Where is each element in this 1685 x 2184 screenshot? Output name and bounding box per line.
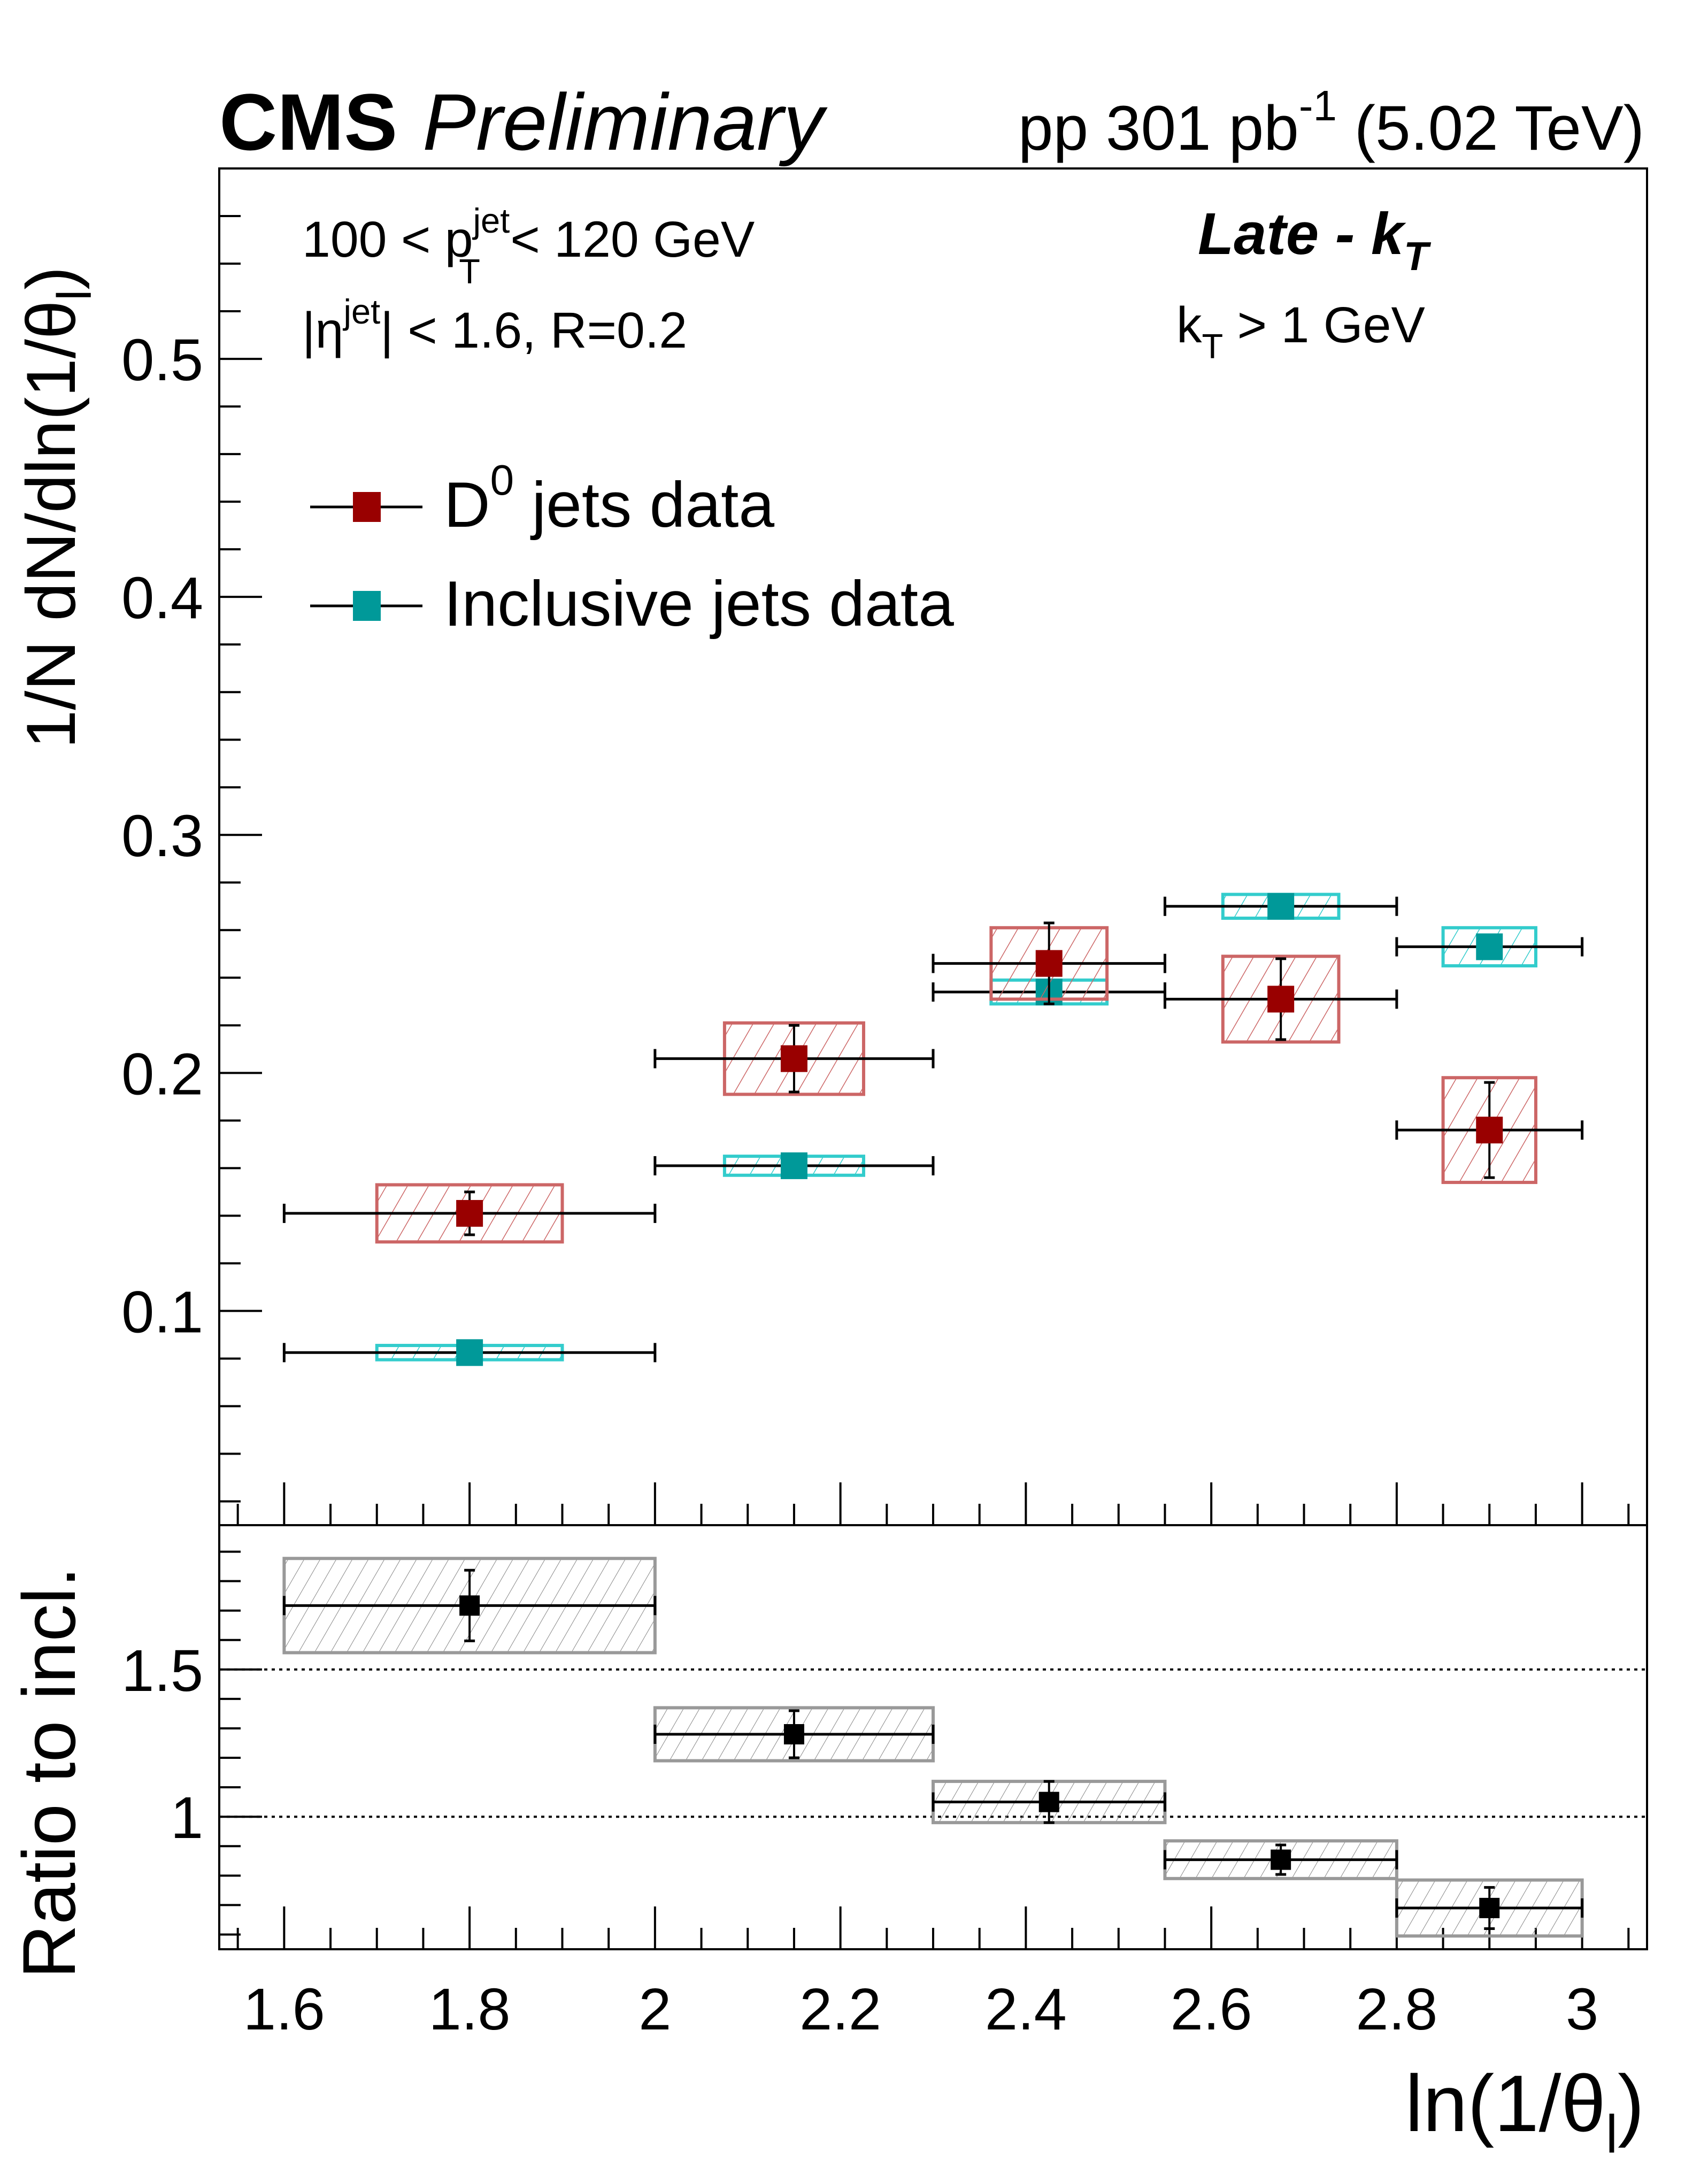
x-tick-label: 2.8 — [1356, 1977, 1437, 2042]
main-plot-marks — [282, 893, 1584, 1366]
method-annotation: Late - kT — [1198, 201, 1432, 279]
legend-label-d0: D0 jets data — [444, 456, 774, 541]
x-tick-label: 2.6 — [1171, 1977, 1252, 2042]
main-panel-frame — [218, 167, 1648, 1526]
legend-label-inclusive: Inclusive jets data — [444, 568, 954, 640]
inclusive-point-marker — [1267, 893, 1295, 920]
ratio-point-marker — [783, 1724, 804, 1744]
inclusive-point-marker — [1476, 933, 1503, 960]
lumi-sup: -1 — [1299, 82, 1337, 129]
x-tick-label: 2 — [638, 1977, 671, 2042]
y-tick-label: 0.3 — [121, 803, 203, 869]
ratio-point-marker — [459, 1595, 480, 1616]
x-tick-label: 3 — [1566, 1977, 1598, 2042]
legend-entry-inclusive: Inclusive jets data — [310, 568, 954, 640]
lumi-suffix: (5.02 TeV) — [1337, 93, 1644, 164]
status-label: Preliminary — [422, 77, 828, 167]
ratio-plot-marks — [282, 1557, 1584, 1938]
legend-marker-d0 — [353, 492, 381, 522]
ratio-point-marker — [1271, 1849, 1291, 1870]
x-tick-label: 1.6 — [243, 1977, 325, 2042]
y-tick-label: 0.5 — [121, 327, 203, 393]
x-tick-label: 2.2 — [799, 1977, 881, 2042]
ratio-point-marker — [1038, 1791, 1059, 1812]
kt-cut-annotation: kT > 1 GeV — [1176, 297, 1425, 366]
ratio-point-marker — [1479, 1897, 1500, 1918]
experiment-label: CMS — [219, 77, 397, 167]
main-axis-ticks: 0.1 0.2 0.3 0.4 0.5 — [121, 215, 1630, 1525]
ratio-y-tick-label: 1 — [171, 1785, 203, 1851]
lumi-prefix: pp 301 pb — [1018, 93, 1299, 164]
y-tick-label: 0.4 — [121, 565, 203, 631]
d0-point-marker — [1267, 986, 1295, 1013]
eta-annotation: |ηjet| < 1.6, R=0.2 — [302, 292, 687, 359]
lumi-label: pp 301 pb-1 (5.02 TeV) — [1018, 82, 1644, 164]
y-tick-label: 0.2 — [121, 1041, 203, 1107]
inclusive-point-marker — [780, 1152, 807, 1179]
x-axis-title: ln(1/θl) — [1405, 2058, 1644, 2164]
pt-range-annotation: 100 < pjet T < 120 GeV — [302, 201, 755, 291]
d0-point-marker — [456, 1199, 483, 1227]
y-axis-title-main: 1/N dN/dln(1/θl) — [12, 266, 102, 749]
ratio-y-tick-label: 1.5 — [121, 1638, 203, 1704]
d0-point-marker — [1476, 1117, 1503, 1144]
d0-point-marker — [780, 1045, 807, 1072]
legend-entry-d0: D0 jets data — [310, 456, 774, 541]
legend: D0 jets data Inclusive jets data — [310, 456, 954, 640]
inclusive-point-marker — [456, 1339, 483, 1366]
d0-point-marker — [1035, 950, 1063, 977]
y-tick-label: 0.1 — [121, 1279, 203, 1345]
legend-marker-inclusive — [353, 591, 381, 621]
x-tick-label: 1.8 — [429, 1977, 511, 2042]
y-axis-title-ratio: Ratio to incl. — [7, 1567, 91, 1979]
x-tick-label: 2.4 — [985, 1977, 1067, 2042]
